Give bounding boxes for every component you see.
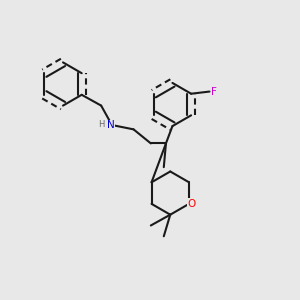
Text: O: O <box>187 199 196 209</box>
Text: H: H <box>98 120 105 129</box>
Text: F: F <box>211 87 217 97</box>
Text: N: N <box>106 120 114 130</box>
